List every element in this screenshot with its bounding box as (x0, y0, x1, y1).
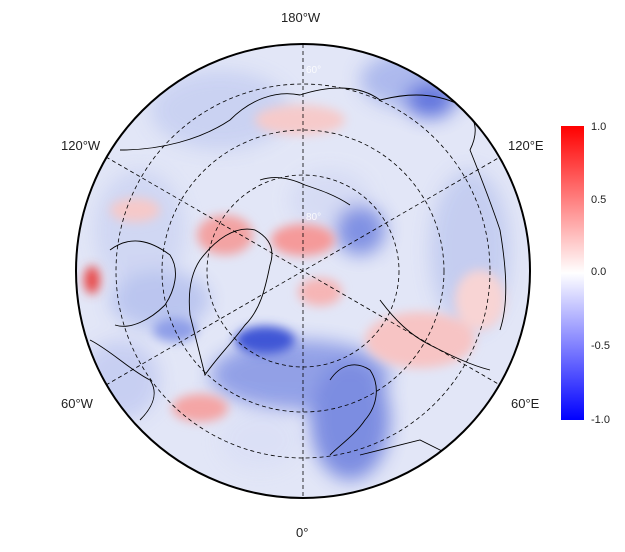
colorbar-tick-label: 0.0 (591, 266, 607, 278)
meridian-60w-120e (105, 156, 501, 386)
lon-label-60e: 60°E (511, 396, 540, 411)
lon-label-120e: 120°E (508, 138, 544, 153)
latitude-circle-60 (115, 83, 491, 459)
graticule (105, 44, 501, 498)
colorbar-tick-label: -0.5 (591, 340, 610, 352)
lon-label-0: 0° (296, 525, 309, 540)
colorbar-tick-label: 1.0 (591, 121, 607, 133)
lon-label-180w: 180°W (281, 10, 321, 25)
colorbar (561, 126, 584, 420)
lon-label-120w: 120°W (61, 138, 101, 153)
colorbar-ramp (561, 126, 584, 420)
lon-label-60w: 60°W (61, 396, 93, 411)
map-border (75, 43, 531, 499)
latitude-label-80: 80° (306, 212, 321, 223)
anomaly-field (76, 44, 530, 498)
colorbar-tick-label: -1.0 (591, 414, 610, 426)
latitude-circle-70 (161, 129, 445, 413)
colorbar-tick-label: 0.5 (591, 194, 607, 206)
latitude-label-60: 60° (306, 65, 321, 76)
